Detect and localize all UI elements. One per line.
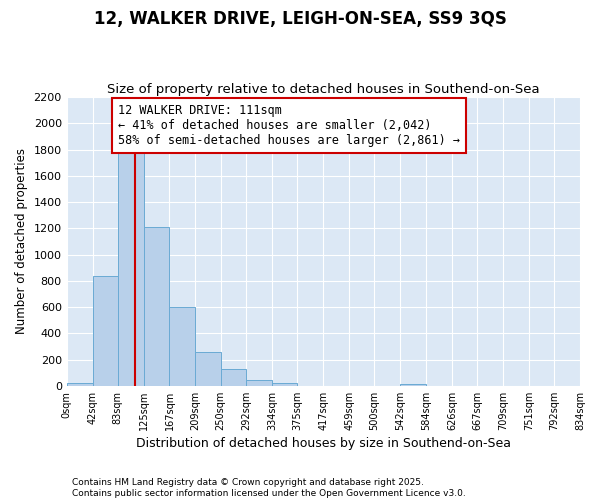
Bar bbox=[272, 382, 298, 386]
Title: Size of property relative to detached houses in Southend-on-Sea: Size of property relative to detached ho… bbox=[107, 83, 539, 96]
Bar bbox=[169, 307, 196, 386]
Y-axis label: Number of detached properties: Number of detached properties bbox=[15, 148, 28, 334]
Bar bbox=[400, 384, 426, 386]
Bar bbox=[196, 352, 221, 386]
Bar bbox=[67, 382, 92, 386]
Text: 12 WALKER DRIVE: 111sqm
← 41% of detached houses are smaller (2,042)
58% of semi: 12 WALKER DRIVE: 111sqm ← 41% of detache… bbox=[118, 104, 460, 148]
X-axis label: Distribution of detached houses by size in Southend-on-Sea: Distribution of detached houses by size … bbox=[136, 437, 511, 450]
Text: 12, WALKER DRIVE, LEIGH-ON-SEA, SS9 3QS: 12, WALKER DRIVE, LEIGH-ON-SEA, SS9 3QS bbox=[94, 10, 506, 28]
Bar bbox=[118, 148, 143, 386]
Bar bbox=[221, 369, 247, 386]
Text: Contains HM Land Registry data © Crown copyright and database right 2025.
Contai: Contains HM Land Registry data © Crown c… bbox=[72, 478, 466, 498]
Bar bbox=[143, 227, 169, 386]
Bar bbox=[92, 276, 118, 386]
Bar bbox=[247, 380, 272, 386]
